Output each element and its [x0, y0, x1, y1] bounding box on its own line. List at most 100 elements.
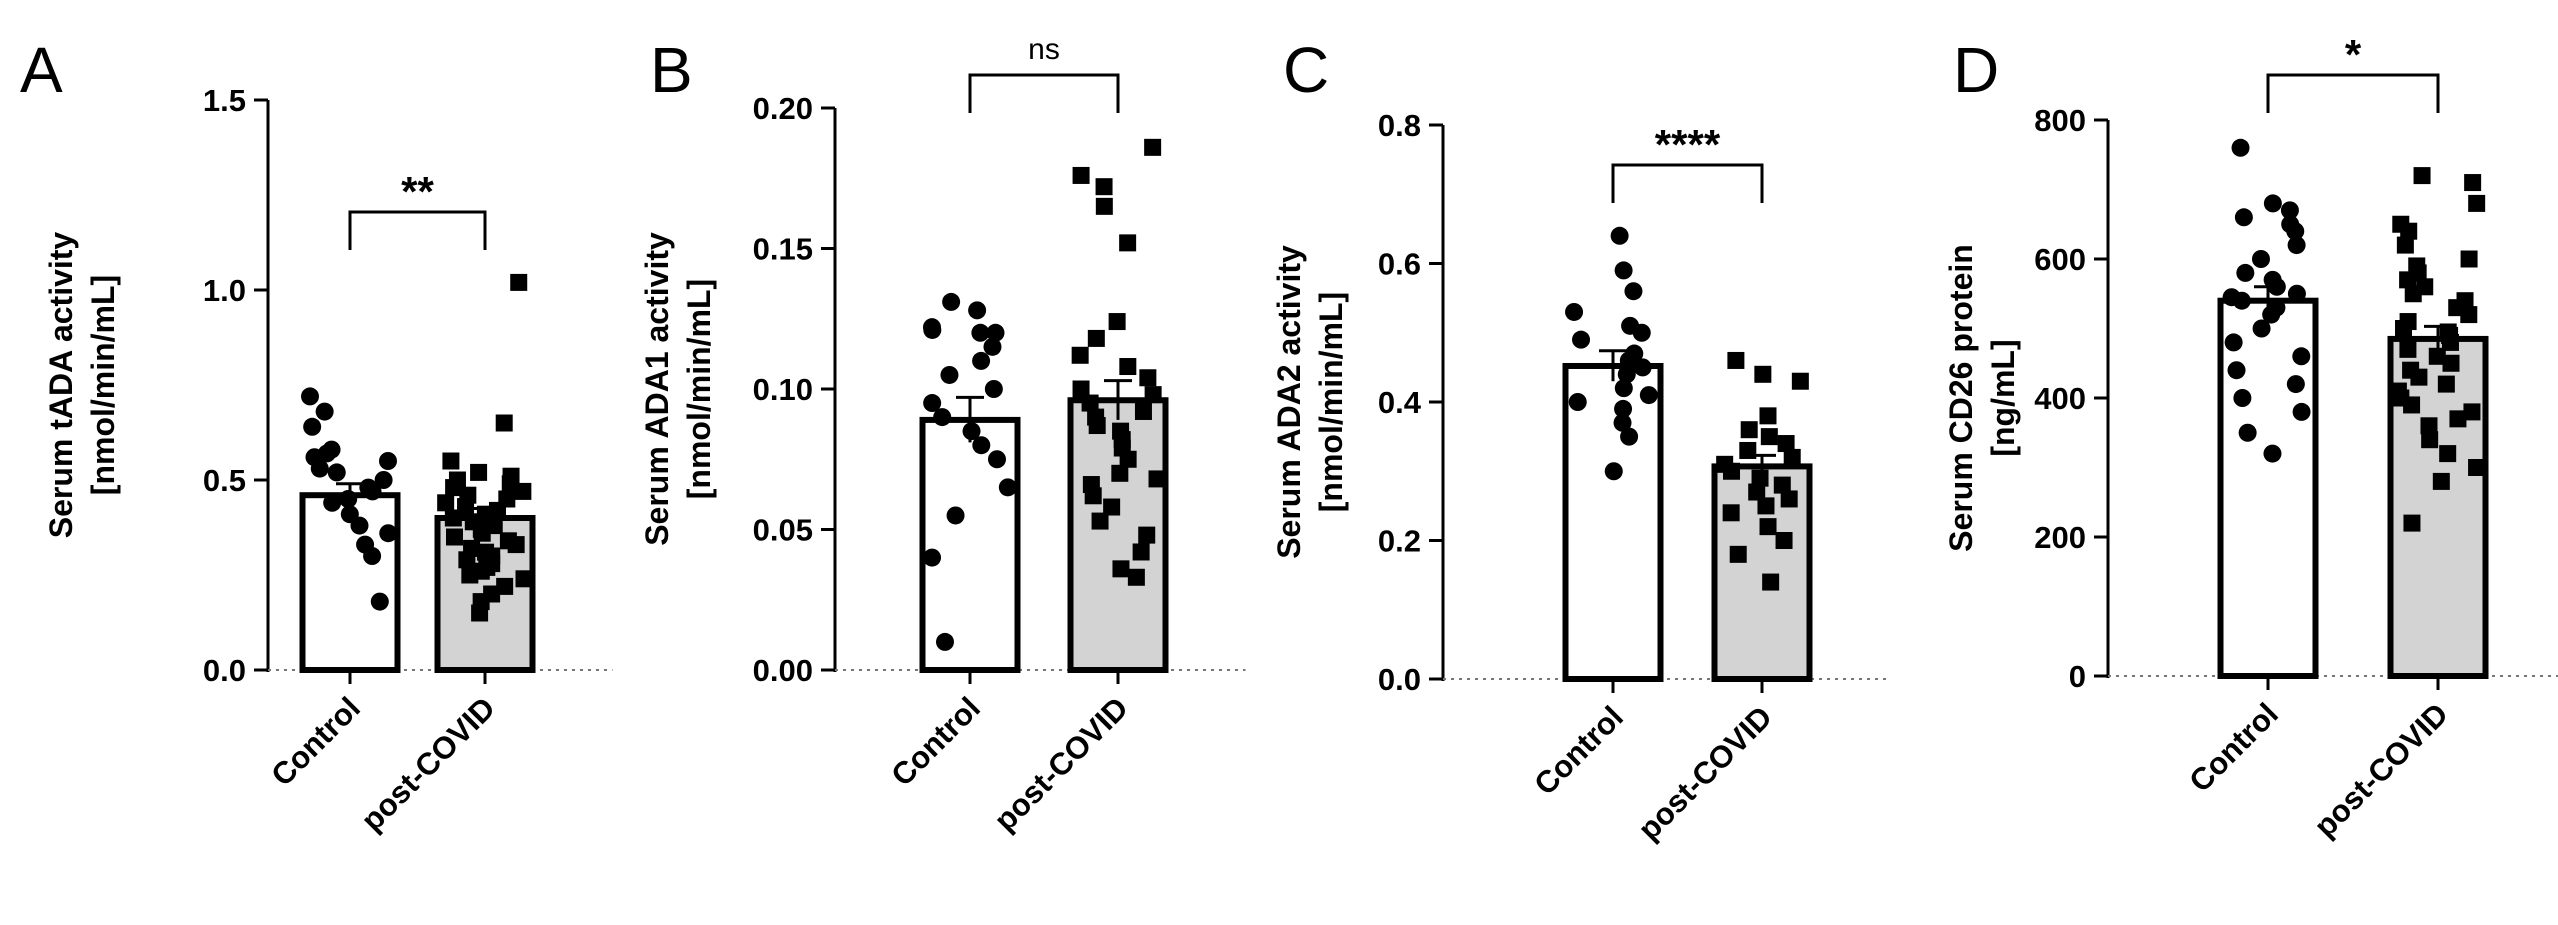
- data-point: [1139, 369, 1157, 387]
- data-point: [374, 471, 393, 489]
- y-tick-label: 600: [2034, 242, 2086, 277]
- data-point: [1119, 450, 1137, 468]
- data-point: [2292, 347, 2311, 366]
- y-axis-title-line1: Serum ADA1 activity: [639, 232, 675, 546]
- y-tick-label: 0.20: [753, 91, 813, 126]
- data-point: [301, 387, 319, 406]
- category-label: post-COVID: [354, 690, 502, 838]
- data-point: [984, 380, 1003, 398]
- data-point: [2460, 306, 2478, 324]
- data-point: [2287, 236, 2306, 255]
- data-point: [1777, 435, 1795, 453]
- data-point: [445, 479, 463, 497]
- data-point: [962, 422, 981, 441]
- bar-control: [299, 492, 401, 674]
- data-point: [2404, 285, 2422, 303]
- data-point: [350, 516, 369, 535]
- data-point: [1095, 197, 1113, 215]
- data-point: [470, 463, 488, 481]
- data-point: [2400, 222, 2418, 240]
- y-tick-label: 400: [2034, 381, 2086, 416]
- data-point: [515, 570, 533, 588]
- data-point: [510, 273, 528, 291]
- data-point: [1111, 464, 1129, 482]
- data-point: [2287, 284, 2306, 303]
- category-label: post-COVID: [1631, 699, 1779, 847]
- data-point: [2263, 194, 2282, 213]
- data-point: [1632, 323, 1651, 342]
- data-point: [323, 493, 342, 512]
- data-point: [2238, 423, 2257, 442]
- data-point: [1614, 261, 1633, 280]
- data-point: [514, 482, 532, 500]
- y-tick-label: 200: [2034, 520, 2086, 555]
- data-point: [495, 414, 513, 432]
- panel-letter: D: [1953, 34, 1999, 106]
- data-point: [437, 494, 455, 512]
- data-point: [1084, 487, 1102, 505]
- data-point: [986, 323, 1005, 342]
- data-point: [1088, 417, 1106, 435]
- panel-letter: B: [650, 34, 693, 106]
- y-tick-label: 800: [2034, 103, 2086, 138]
- y-tick-label: 1.0: [203, 273, 246, 308]
- significance-bracket: [348, 210, 487, 250]
- panel-d: D 0 200 400 600 800 Serum CD26 protein [ng/mL] C…: [1943, 31, 2558, 844]
- data-point: [2468, 194, 2486, 212]
- data-point: [461, 566, 479, 584]
- data-point: [1138, 526, 1156, 544]
- data-point: [1624, 282, 1643, 301]
- data-point: [2463, 403, 2481, 421]
- data-point: [1757, 497, 1775, 515]
- y-tick-label: 0.8: [1378, 108, 1421, 143]
- data-point: [2234, 208, 2253, 227]
- y-axis-title-line2: [nmol/min/mL]: [1313, 292, 1349, 512]
- data-point: [2420, 417, 2438, 435]
- data-point: [971, 323, 990, 342]
- data-point: [1619, 351, 1638, 370]
- data-point: [2286, 222, 2305, 241]
- significance-label: ****: [1655, 121, 1721, 168]
- data-point: [1613, 413, 1632, 432]
- data-point: [2437, 375, 2455, 393]
- data-point: [1144, 138, 1162, 156]
- data-point: [327, 463, 346, 482]
- data-point: [987, 450, 1006, 469]
- data-point: [1633, 358, 1652, 377]
- data-point: [1072, 380, 1090, 398]
- data-point: [2399, 340, 2417, 358]
- data-point: [2428, 347, 2446, 365]
- data-point: [442, 452, 460, 470]
- data-point: [2263, 444, 2282, 463]
- data-point: [315, 402, 334, 421]
- significance-bracket: [2266, 73, 2440, 113]
- y-tick-label: 0.00: [753, 653, 813, 688]
- y-tick-label: 0.2: [1378, 524, 1421, 559]
- data-point: [1722, 504, 1740, 522]
- data-point: [1751, 469, 1769, 487]
- data-point: [445, 528, 463, 546]
- data-point: [444, 509, 462, 527]
- data-point: [1568, 393, 1587, 411]
- data-point: [1144, 386, 1162, 404]
- data-point: [1108, 313, 1126, 331]
- y-tick-label: 0.0: [203, 653, 246, 688]
- data-point: [2403, 514, 2421, 532]
- data-point: [1148, 470, 1166, 488]
- data-point: [2280, 201, 2299, 220]
- y-tick-label: 1.5: [203, 83, 246, 118]
- panel-letter: C: [1283, 34, 1329, 106]
- data-point: [983, 337, 1002, 356]
- data-point: [1081, 394, 1099, 412]
- data-point: [933, 408, 952, 427]
- y-axis-title-line1: Serum CD26 protein: [1943, 244, 1979, 552]
- y-axis-title: Serum ADA1 activity [nmol/min/mL]: [639, 232, 717, 546]
- data-point: [1773, 476, 1791, 494]
- data-point: [2233, 389, 2252, 407]
- data-point: [2224, 333, 2243, 352]
- data-point: [1760, 428, 1778, 446]
- data-point: [1775, 532, 1793, 549]
- data-point: [458, 551, 476, 569]
- data-point: [339, 490, 358, 508]
